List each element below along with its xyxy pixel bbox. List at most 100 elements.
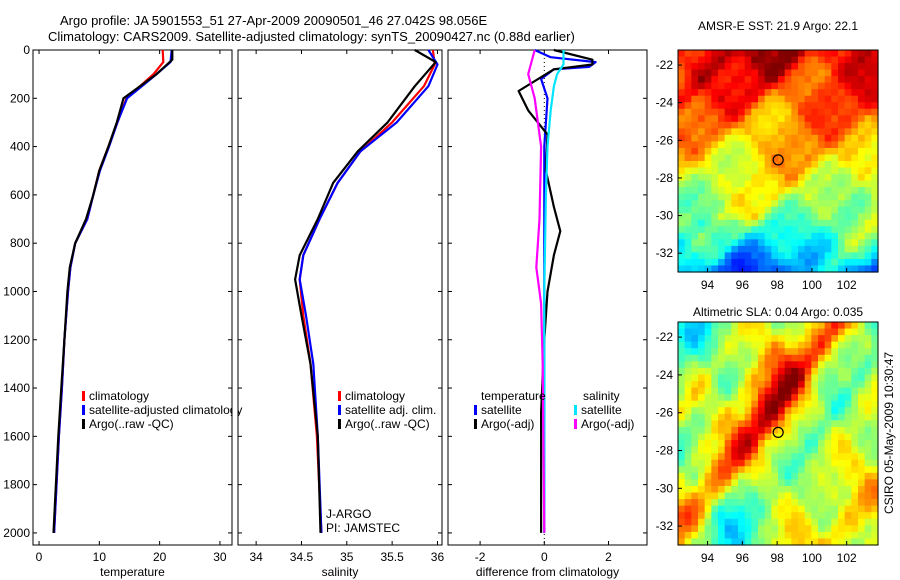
map-cell: [744, 341, 752, 349]
map-cell: [791, 499, 799, 507]
map-cell: [864, 459, 872, 467]
map-cell: [864, 433, 872, 441]
map-cell: [804, 174, 812, 182]
map-cell: [771, 374, 779, 382]
map-cell: [704, 239, 712, 247]
map-cell: [751, 413, 759, 421]
map-cell: [778, 420, 786, 428]
sst_map-field: [678, 50, 879, 273]
map-cell: [731, 531, 739, 540]
map-cell: [764, 232, 772, 240]
map-cell: [751, 407, 759, 415]
map-cell: [711, 394, 719, 402]
map-cell: [751, 121, 759, 129]
map-cell: [764, 128, 772, 136]
map-cell: [784, 213, 792, 221]
map-cell: [871, 420, 879, 428]
map-cell: [798, 50, 806, 58]
map-cell: [784, 252, 792, 260]
map-cell: [831, 187, 839, 195]
map-cell: [851, 219, 859, 227]
map-cell: [731, 76, 739, 84]
map-cell: [758, 341, 766, 349]
map-cell: [791, 213, 799, 221]
map-cell: [844, 147, 852, 156]
map-cell: [751, 200, 759, 208]
map-cell: [851, 102, 859, 110]
map-cell: [698, 134, 706, 143]
map-cell: [804, 374, 812, 382]
map-cell: [871, 245, 879, 254]
map-cell: [744, 459, 752, 467]
map-cell: [851, 128, 859, 136]
map-cell: [738, 361, 746, 369]
map-cell: [784, 361, 792, 369]
map-cell: [711, 213, 719, 221]
map-cell: [751, 147, 759, 156]
map-cell: [691, 193, 699, 201]
map-cell: [818, 361, 826, 369]
map-cell: [791, 69, 799, 77]
map-cell: [864, 387, 872, 395]
map-cell: [731, 161, 739, 169]
map-cell: [744, 440, 752, 448]
map-cell: [798, 115, 806, 123]
map-cell: [858, 69, 866, 77]
map-cell: [824, 180, 832, 188]
map-cell: [778, 348, 786, 356]
map-cell: [678, 426, 686, 435]
map-cell: [758, 239, 766, 247]
map-cell: [718, 213, 726, 221]
map-cell: [718, 180, 726, 188]
map-cell: [778, 147, 786, 156]
temperature-xtick-label: 30: [213, 550, 227, 564]
map-cell: [724, 161, 732, 169]
map-cell: [864, 219, 872, 227]
map-cell: [871, 485, 879, 494]
map-cell: [678, 433, 686, 441]
map-cell: [751, 420, 759, 428]
legend-swatch: [82, 405, 85, 415]
map-cell: [718, 239, 726, 247]
map-cell: [838, 232, 846, 240]
temperature-xtick-label: 20: [153, 550, 167, 564]
map-cell: [738, 102, 746, 110]
map-cell: [731, 63, 739, 71]
map-cell: [724, 200, 732, 208]
map-cell: [818, 459, 826, 467]
map-cell: [831, 485, 839, 494]
map-cell: [811, 354, 819, 362]
map-cell: [851, 108, 859, 116]
map-cell: [751, 459, 759, 467]
map-cell: [731, 420, 739, 428]
map-cell: [804, 50, 812, 58]
map-cell: [691, 518, 699, 526]
map-cell: [684, 154, 692, 162]
map-cell: [851, 167, 859, 175]
map-cell: [758, 193, 766, 201]
map-cell: [698, 167, 706, 175]
map-cell: [744, 226, 752, 234]
map-cell: [724, 232, 732, 240]
map-cell: [758, 394, 766, 402]
map-cell: [858, 499, 866, 507]
map-cell: [738, 426, 746, 435]
map-cell: [704, 433, 712, 441]
map-cell: [764, 76, 772, 84]
map-cell: [838, 335, 846, 343]
map-cell: [858, 518, 866, 526]
map-cell: [771, 446, 779, 454]
map-cell: [851, 134, 859, 143]
map-cell: [704, 381, 712, 389]
map-cell: [838, 394, 846, 402]
map-cell: [838, 102, 846, 110]
map-cell: [684, 108, 692, 116]
map-cell: [818, 121, 826, 129]
map-cell: [691, 394, 699, 402]
map-cell: [751, 341, 759, 349]
map-cell: [798, 479, 806, 487]
map-cell: [784, 518, 792, 526]
legend-group-header: salinity: [583, 389, 620, 403]
map-cell: [871, 128, 879, 136]
map-cell: [678, 413, 686, 421]
